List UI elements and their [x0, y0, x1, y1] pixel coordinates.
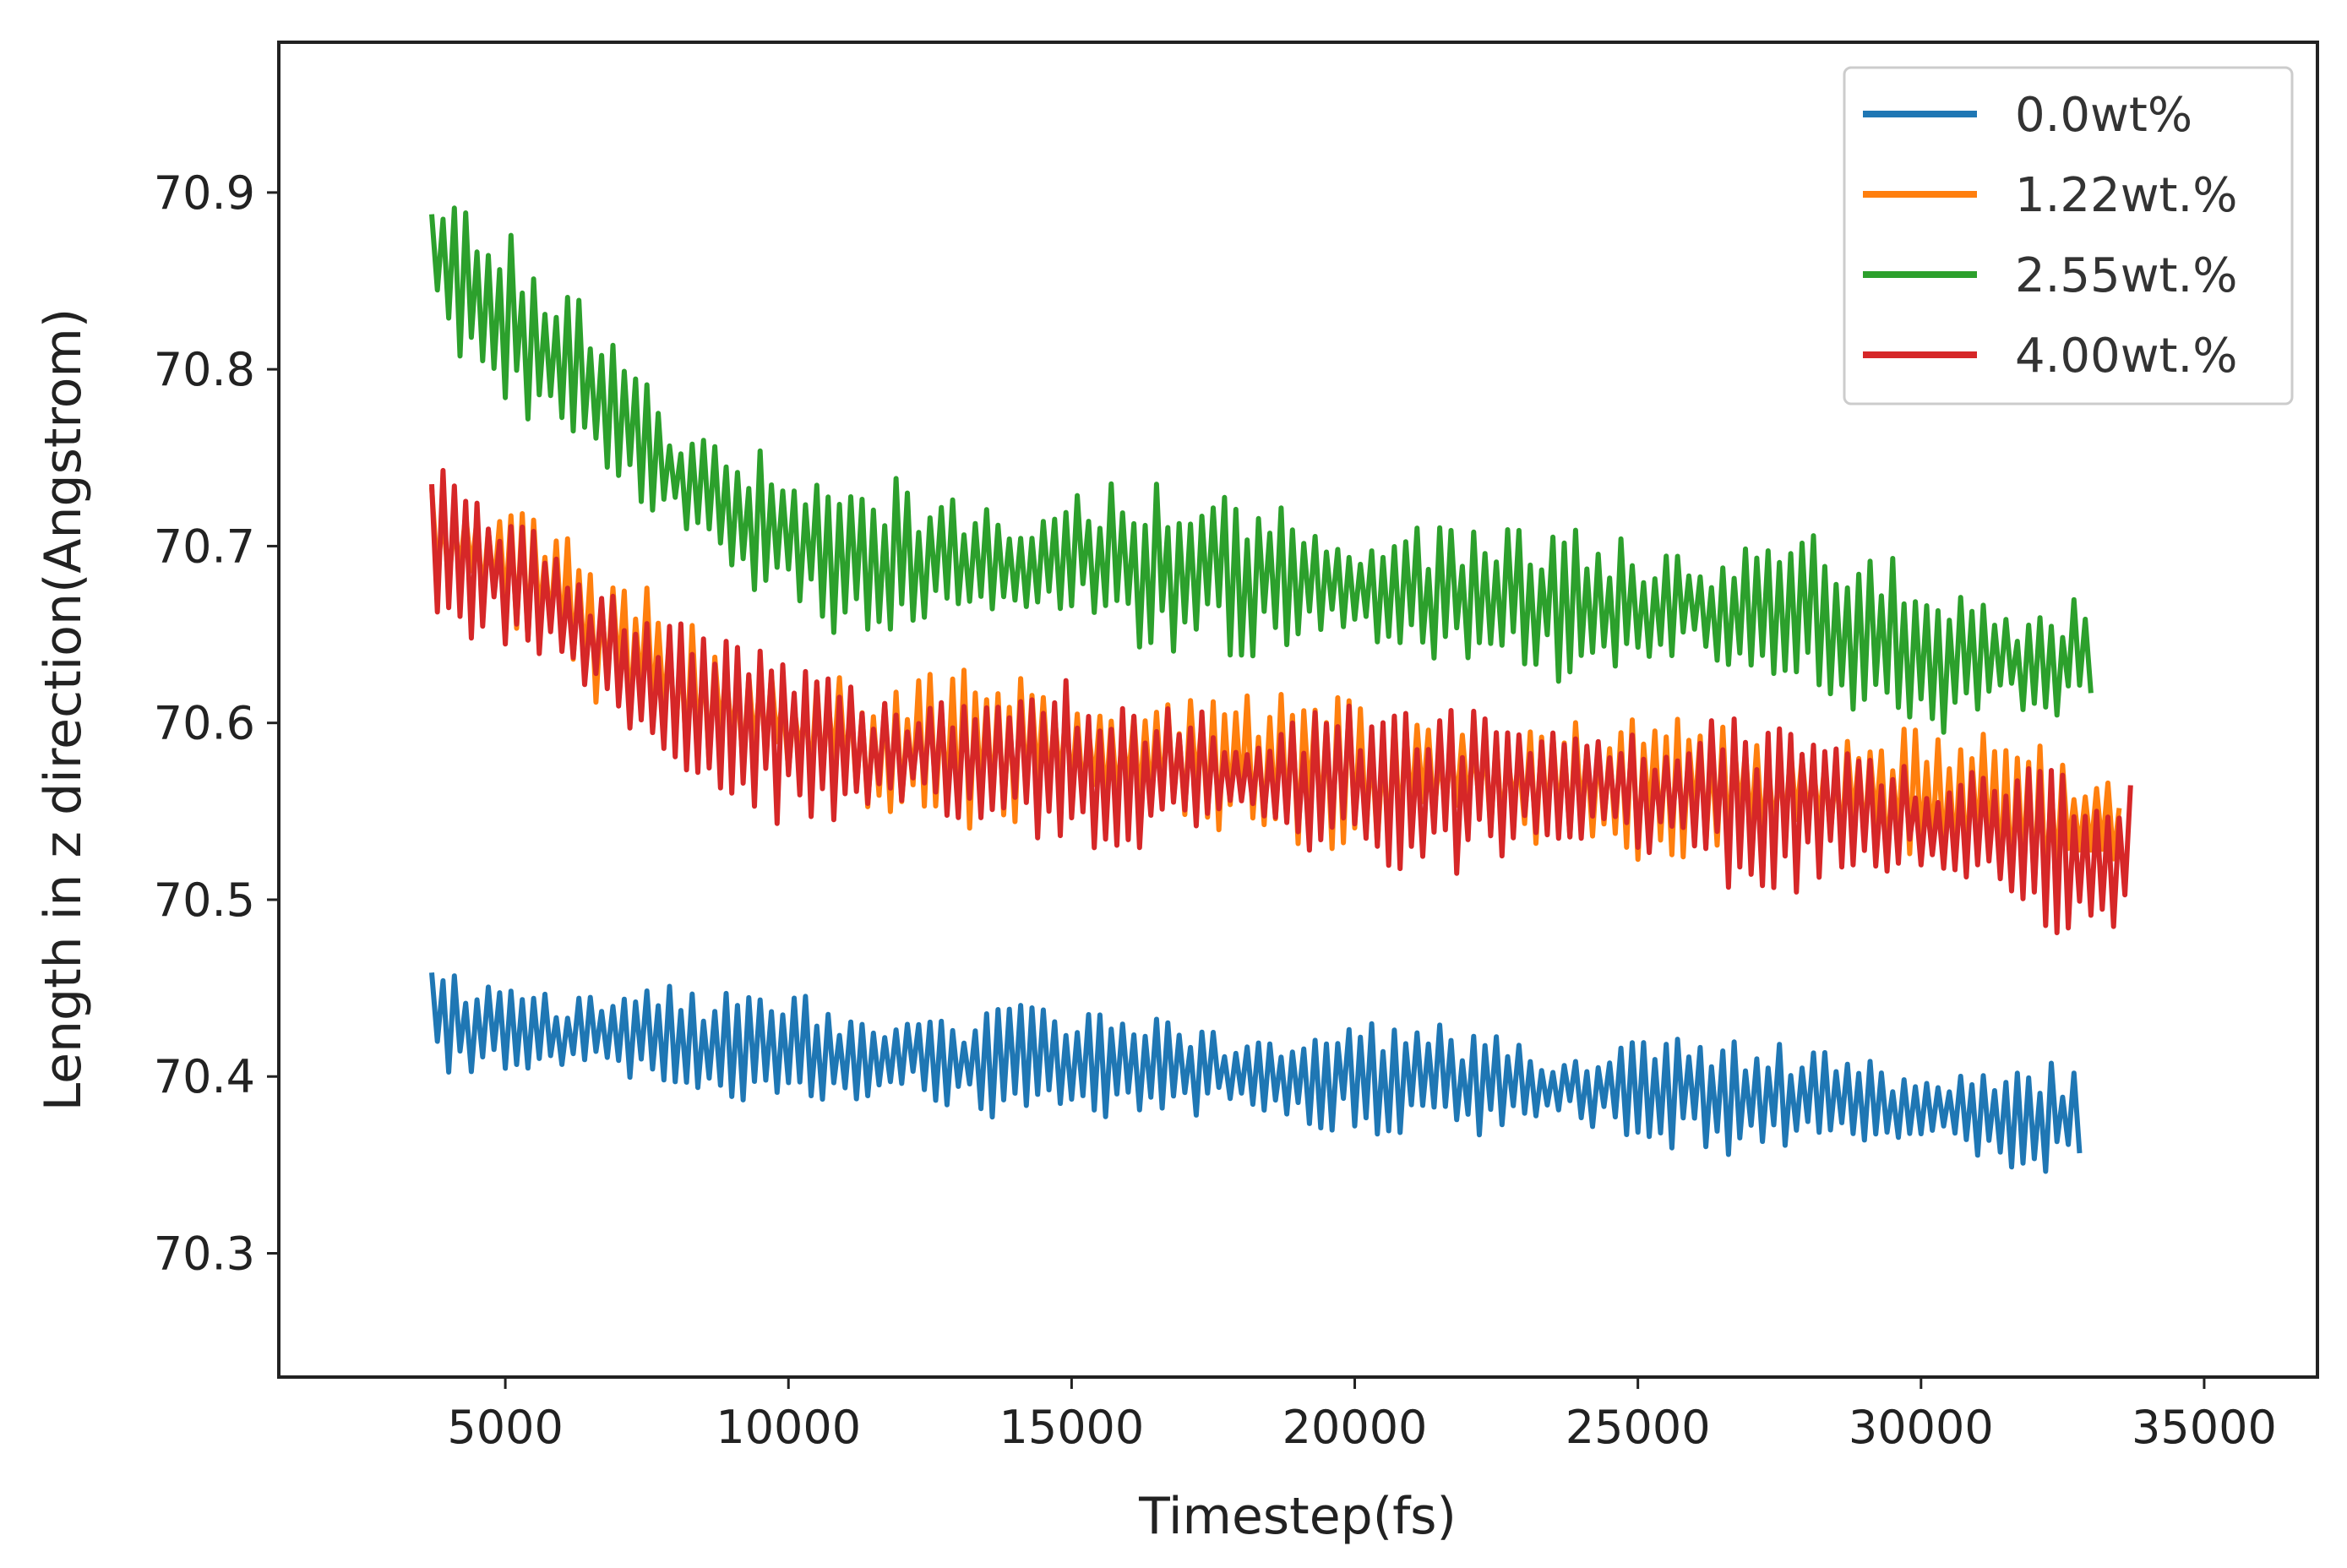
- y-tick-label: 70.6: [154, 697, 255, 750]
- series-line: [429, 972, 2083, 1174]
- x-tick-label: 15000: [999, 1401, 1144, 1454]
- legend-label: 1.22wt.%: [2015, 168, 2237, 223]
- legend-label: 0.0wt%: [2015, 88, 2192, 143]
- y-tick-label: 70.5: [154, 874, 255, 927]
- legend-label: 2.55wt.%: [2015, 248, 2237, 303]
- x-axis: 5000 10000 15000 20000 25000 30000 35000: [447, 1377, 2277, 1454]
- legend-label: 4.00wt.%: [2015, 329, 2237, 384]
- x-tick-label: 25000: [1566, 1401, 1711, 1454]
- x-axis-label: Timestep(fs): [1138, 1487, 1457, 1546]
- x-tick-label: 5000: [447, 1401, 563, 1454]
- series-line: [429, 205, 2094, 735]
- x-tick-label: 20000: [1282, 1401, 1428, 1454]
- x-tick-label: 10000: [716, 1401, 861, 1454]
- series-line: [429, 467, 2133, 935]
- x-tick-label: 35000: [2132, 1401, 2277, 1454]
- y-tick-label: 70.8: [154, 343, 255, 396]
- legend: 0.0wt% 1.22wt.% 2.55wt.% 4.00wt.%: [1843, 66, 2294, 406]
- x-tick-label: 30000: [1849, 1401, 1994, 1454]
- y-tick-label: 70.9: [154, 166, 255, 220]
- y-axis: 70.3 70.4 70.5 70.6 70.7 70.8 70.9: [154, 166, 279, 1281]
- series-layer: [429, 205, 2133, 1174]
- y-tick-label: 70.4: [154, 1050, 255, 1103]
- legend-box: [1843, 66, 2294, 406]
- y-tick-label: 70.7: [154, 520, 255, 573]
- y-axis-label: Length in z direction(Angstrom): [34, 308, 93, 1112]
- y-tick-label: 70.3: [154, 1228, 255, 1281]
- plot-area-frame: [277, 41, 2319, 1379]
